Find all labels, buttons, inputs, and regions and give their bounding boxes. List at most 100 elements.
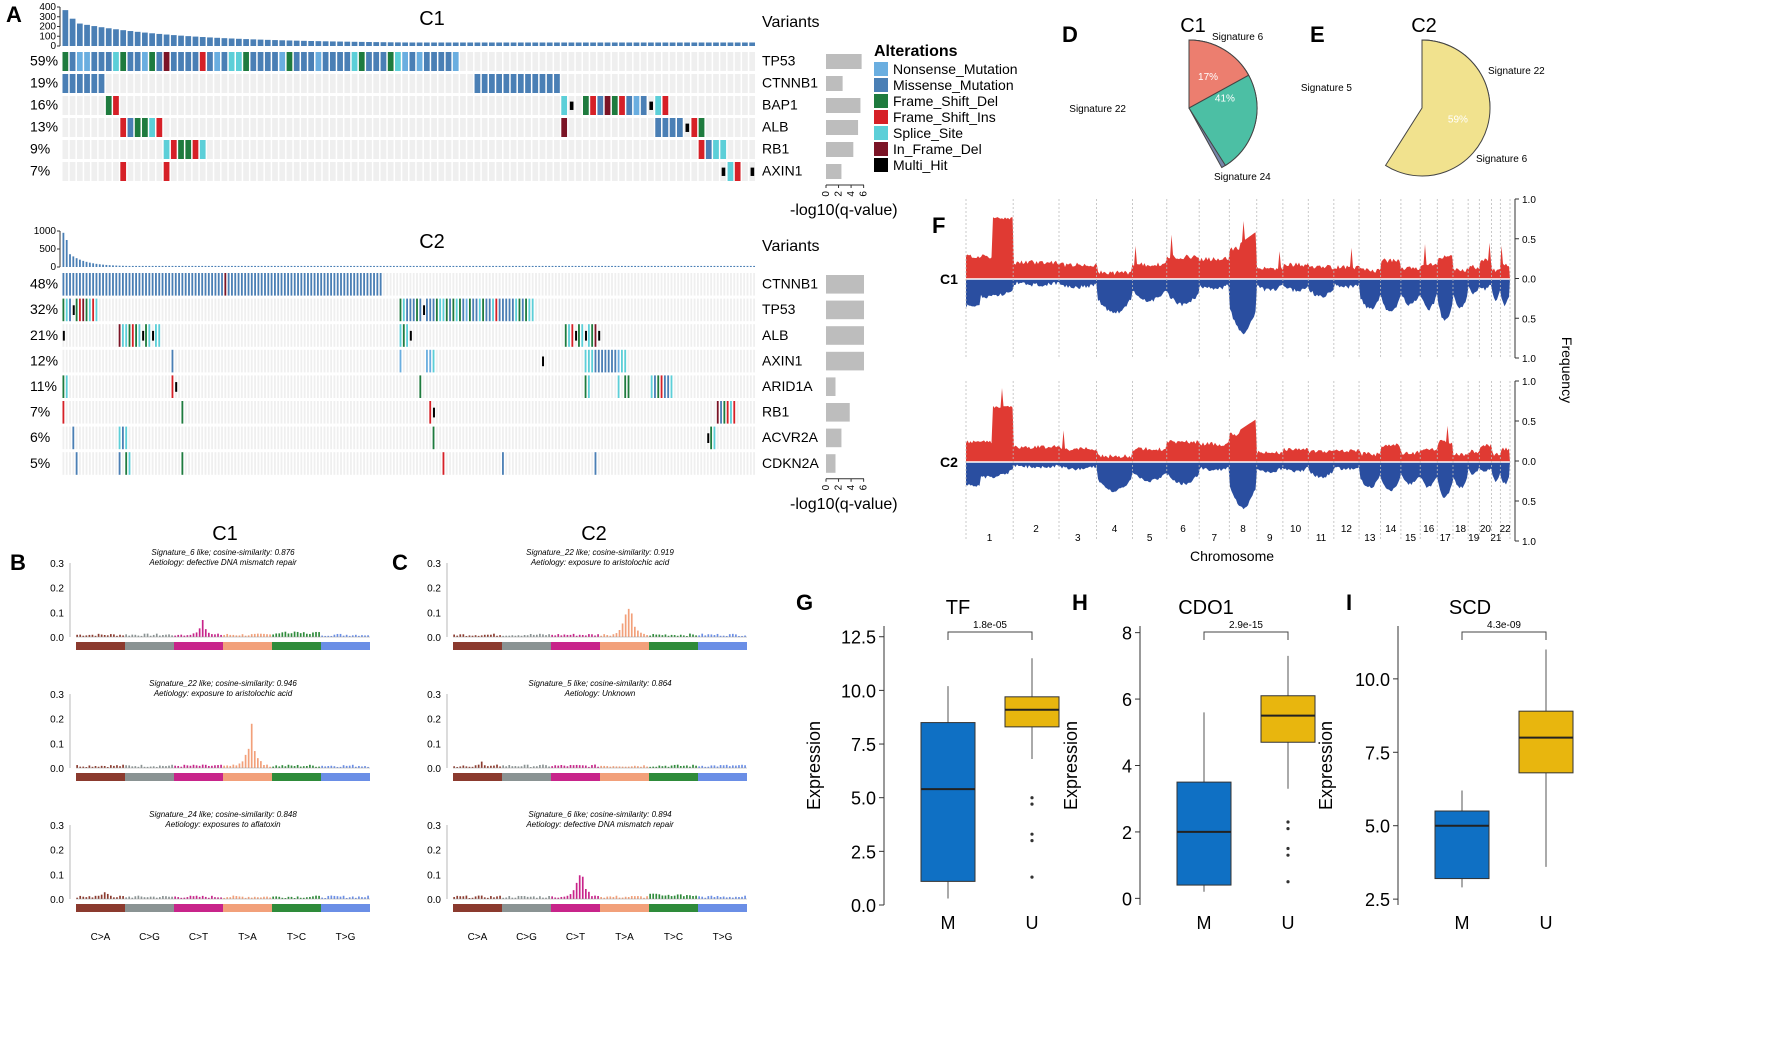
oncoplot-cell-bg bbox=[630, 452, 633, 475]
oncoplot-cell-bg bbox=[502, 375, 504, 398]
signature-bar bbox=[532, 634, 535, 637]
oncoplot-cell-bg bbox=[548, 349, 551, 373]
oncoplot-cell-bg bbox=[369, 426, 372, 450]
oncoplot-cell-bg bbox=[439, 401, 442, 424]
oncoplot-cell-bg bbox=[630, 426, 633, 450]
oncoplot-cell-mutation bbox=[733, 401, 736, 424]
oncoplot-cell-bg bbox=[538, 349, 541, 373]
signature-bar bbox=[119, 766, 121, 768]
oncoplot-cell-bg bbox=[65, 324, 68, 347]
signature-bar bbox=[296, 764, 299, 768]
oncoplot-cell-bg bbox=[148, 401, 151, 424]
signature-bar bbox=[511, 766, 514, 768]
signature-bar bbox=[471, 635, 474, 637]
oncoplot-cell-bg bbox=[247, 375, 250, 398]
oncoplot-cell-bg bbox=[705, 52, 712, 71]
oncoplot-cell-bg bbox=[214, 426, 217, 450]
signature-bar bbox=[456, 766, 459, 768]
oncoplot-cell-bg bbox=[207, 375, 210, 398]
oncoplot-cell-bg bbox=[138, 401, 141, 424]
oncoplot-cell-bg bbox=[244, 426, 247, 450]
oncoplot-cell-bg bbox=[373, 140, 380, 159]
signature-bar bbox=[260, 633, 262, 637]
signature-bar bbox=[158, 765, 161, 768]
boxplot-outlier bbox=[1030, 875, 1034, 879]
oncoplot-cell-bg bbox=[214, 452, 217, 475]
signature-bar bbox=[226, 633, 229, 637]
oncoplot-cell-bg bbox=[746, 298, 749, 322]
oncoplot-cell-mutation bbox=[359, 273, 362, 296]
signature-bar bbox=[152, 634, 155, 637]
signature-ytick-label: 0.1 bbox=[427, 870, 441, 881]
oncoplot-cell-mutation bbox=[426, 349, 428, 373]
oncoplot-cell-bg bbox=[634, 452, 637, 475]
oncoplot-cell-bg bbox=[571, 426, 574, 450]
tmb-bar bbox=[503, 42, 510, 46]
oncoplot-cell-bg bbox=[597, 140, 604, 159]
oncoplot-cell-bg bbox=[468, 426, 471, 450]
oncoplot-cell-bg bbox=[611, 52, 618, 71]
oncoplot-cell-bg bbox=[214, 324, 217, 347]
oncoplot-cell-mutation bbox=[69, 273, 71, 296]
tmb-bar bbox=[459, 265, 461, 267]
oncoplot-cell-bg bbox=[85, 349, 88, 373]
oncoplot-cell-bg bbox=[726, 375, 729, 398]
oncoplot-cell-bg bbox=[680, 273, 683, 296]
signature-bar bbox=[713, 635, 716, 637]
oncoplot-cell-bg bbox=[611, 273, 613, 296]
oncoplot-cell-bg bbox=[402, 375, 405, 398]
oncoplot-cell-bg bbox=[619, 162, 625, 181]
oncoplot-cell-bg bbox=[538, 452, 541, 475]
signature-bar bbox=[695, 765, 697, 768]
oncoplot-cell-bg bbox=[590, 162, 596, 181]
signature-bar bbox=[474, 765, 477, 768]
tmb-bar bbox=[634, 265, 637, 267]
oncoplot-cell-bg bbox=[419, 401, 422, 424]
oncoplot-cell-bg bbox=[102, 349, 104, 373]
oncoplot-cell-bg bbox=[544, 452, 547, 475]
oncoplot-cell-bg bbox=[197, 324, 200, 347]
oncoplot-cell-bg bbox=[703, 298, 706, 322]
oncoplot-cell-bg bbox=[459, 375, 461, 398]
oncoplot-cell-bg bbox=[350, 452, 352, 475]
signature-bar bbox=[722, 765, 725, 768]
oncoplot-cell-bg bbox=[459, 273, 461, 296]
qvalue-tick-label: 2 bbox=[834, 484, 845, 490]
oncoplot-cell-bg bbox=[308, 118, 315, 137]
signature-bar bbox=[269, 766, 271, 768]
oncoplot-cell-mutation bbox=[611, 349, 613, 373]
oncoplot-cell-bg bbox=[320, 375, 323, 398]
signature-bar bbox=[600, 896, 602, 899]
signature-bar bbox=[612, 896, 615, 899]
signature-bar bbox=[689, 766, 691, 768]
oncoplot-cell-bg bbox=[228, 140, 235, 159]
signature-bar bbox=[247, 635, 250, 637]
signature-bar bbox=[342, 765, 345, 768]
signature-bar bbox=[97, 766, 100, 768]
oncoplot-cell-bg bbox=[495, 401, 498, 424]
oncoplot-cell-bg bbox=[683, 426, 686, 450]
oncoplot-cell-bg bbox=[640, 162, 647, 181]
signature-bar bbox=[704, 766, 707, 768]
signature-bar bbox=[269, 634, 271, 637]
signature-bar bbox=[241, 896, 244, 899]
oncoplot-cell-bg bbox=[647, 452, 650, 475]
signature-bar bbox=[318, 632, 320, 637]
qvalue-axis-label: -log10(q-value) bbox=[790, 202, 898, 219]
tmb-bar bbox=[683, 265, 686, 267]
tmb-bar bbox=[373, 42, 380, 46]
oncoplot-cell-bg bbox=[396, 298, 399, 322]
oncoplot-cell-bg bbox=[240, 401, 243, 424]
oncoplot-cell-bg bbox=[280, 349, 283, 373]
oncoplot-cell-bg bbox=[535, 324, 537, 347]
oncoplot-cell-bg bbox=[310, 324, 313, 347]
oncoplot-cell-bg bbox=[409, 349, 412, 373]
signature-bar bbox=[517, 895, 520, 899]
oncoplot-cell-bg bbox=[439, 426, 442, 450]
signature-category-strip bbox=[223, 642, 272, 650]
tmb-bar bbox=[142, 32, 148, 46]
oncoplot-cell-bg bbox=[416, 401, 418, 424]
oncoplot-cell-bg bbox=[207, 324, 210, 347]
oncoplot-cell-bg bbox=[700, 324, 703, 347]
tmb-bar bbox=[627, 265, 630, 267]
